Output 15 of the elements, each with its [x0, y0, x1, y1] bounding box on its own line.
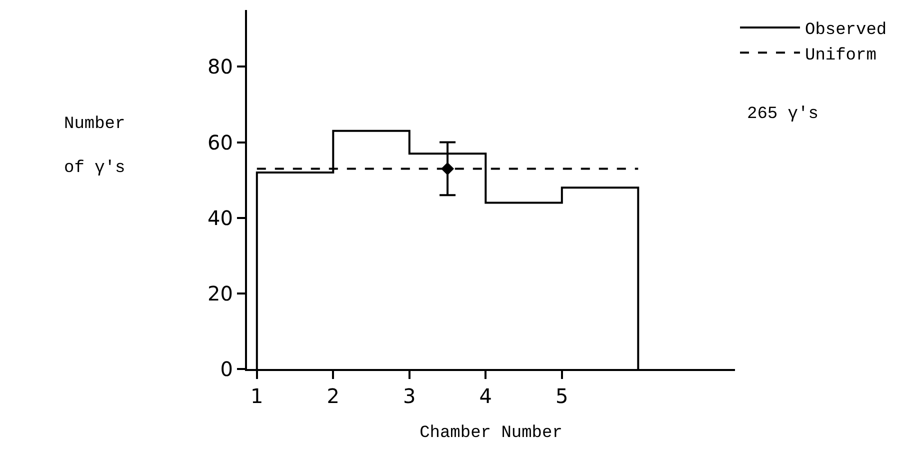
x-tick-label: 4 [479, 384, 492, 408]
x-axis-title: Chamber Number [420, 424, 562, 443]
y-tick-label: 40 [208, 206, 233, 230]
x-tick-label: 5 [556, 384, 568, 408]
y-tick-label: 20 [208, 281, 233, 306]
legend-label: Observed [805, 21, 887, 40]
x-tick-label: 1 [250, 384, 264, 408]
x-tick-label: 3 [403, 384, 416, 408]
x-tick-label: 2 [326, 384, 340, 408]
y-tick-label: 80 [208, 54, 233, 79]
y-tick-label: 60 [208, 130, 233, 154]
text: Number of γ's [64, 115, 126, 178]
y-tick-label: 0 [220, 357, 233, 381]
text: 265 γ's [747, 105, 818, 124]
legend-label: Uniform [805, 46, 876, 66]
